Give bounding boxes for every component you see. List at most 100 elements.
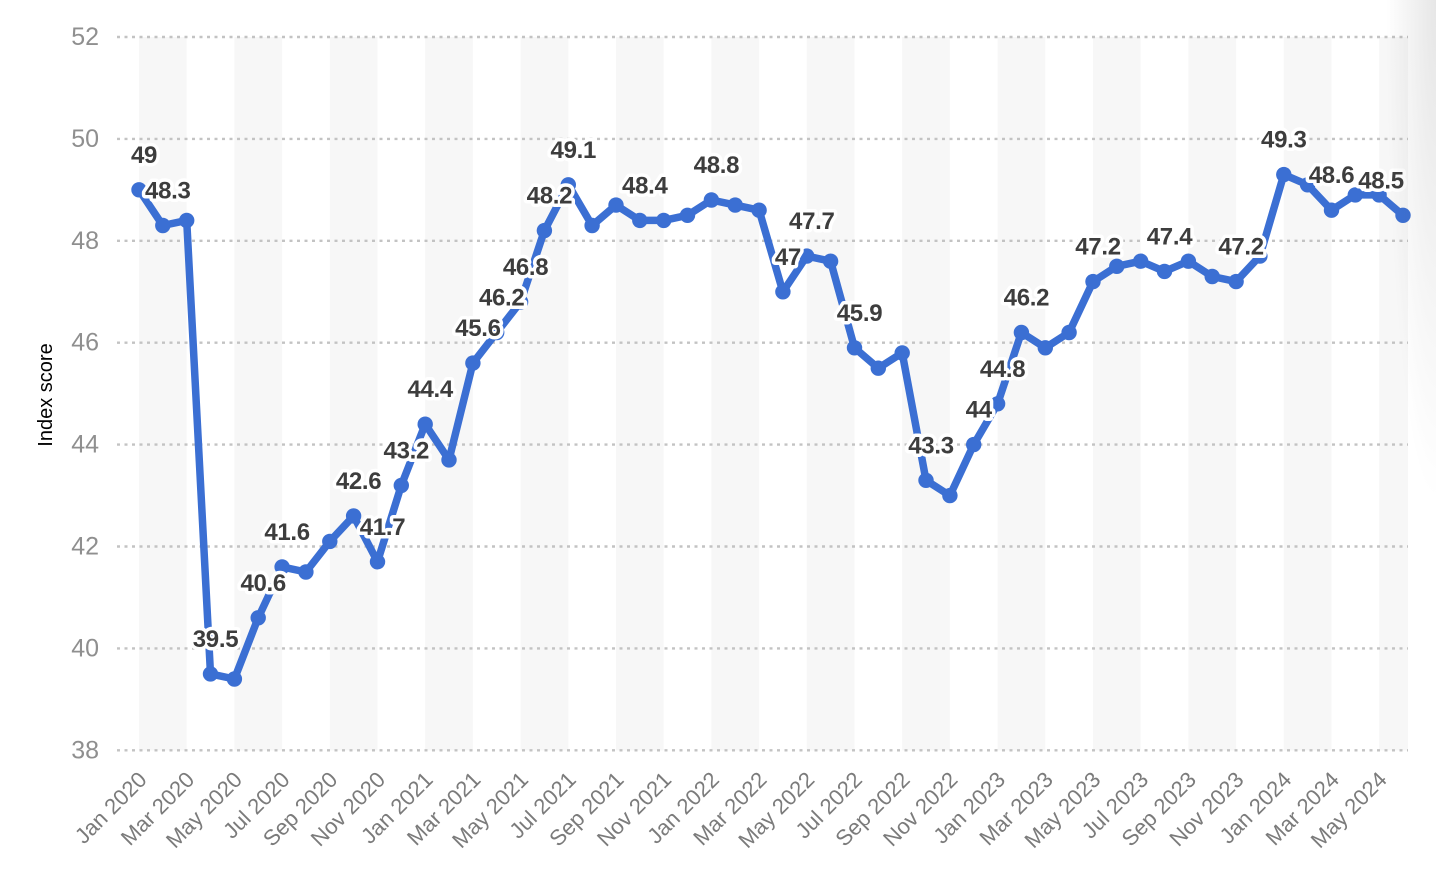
data-point-label: 44	[966, 397, 993, 424]
data-point	[560, 177, 576, 193]
data-point	[846, 340, 863, 356]
data-point	[727, 197, 743, 213]
data-point	[1085, 273, 1101, 290]
data-point	[1061, 324, 1077, 341]
data-point	[870, 360, 886, 376]
y-axis-tick-label: 52	[71, 23, 99, 51]
data-point	[298, 564, 314, 580]
data-point	[393, 477, 409, 494]
data-point	[989, 396, 1006, 412]
data-point-label: 48.8	[694, 152, 740, 179]
data-point	[751, 202, 767, 218]
data-point	[202, 666, 219, 682]
data-point	[226, 671, 243, 687]
data-point-label: 48.5	[1358, 167, 1404, 194]
data-point-label: 49.3	[1261, 127, 1307, 154]
data-point	[1323, 202, 1340, 218]
data-point	[775, 284, 791, 300]
data-point	[131, 182, 147, 198]
data-point	[369, 554, 386, 570]
data-point	[274, 559, 290, 575]
data-point-label: 49.1	[551, 137, 597, 164]
data-point-label: 43.3	[908, 432, 954, 459]
background-band	[234, 37, 283, 751]
data-point	[1109, 258, 1125, 274]
data-point	[1133, 253, 1149, 269]
data-point	[584, 217, 600, 234]
data-point-labels: 49 48.3 39.5 40.6 41.6 42.6 41.7 43.2 44.4 45.6 46…	[127, 123, 1407, 656]
y-axis-tick-label: 40	[71, 634, 99, 662]
data-point	[1228, 273, 1244, 290]
data-point	[1013, 324, 1030, 341]
data-point	[417, 416, 433, 432]
data-point	[1156, 263, 1173, 280]
series-line	[131, 166, 1411, 687]
data-point	[1395, 207, 1411, 223]
data-point-label: 48.6	[1309, 162, 1355, 189]
data-point	[1347, 187, 1364, 203]
data-point-label: 45.9	[837, 300, 883, 327]
gridlines	[117, 35, 1408, 752]
data-point-label: 46.2	[1004, 285, 1050, 312]
data-point-label: 43.2	[384, 437, 430, 464]
data-point-label: 47.4	[1147, 223, 1193, 250]
data-point-label: 44.8	[980, 356, 1026, 383]
y-axis-tick-label: 42	[71, 533, 99, 561]
data-point	[942, 487, 958, 504]
data-point	[608, 197, 624, 213]
data-point	[1204, 268, 1220, 285]
y-axis-title: Index score	[35, 343, 57, 446]
background-band	[1188, 37, 1237, 751]
data-point-label: 48.4	[622, 172, 668, 199]
background-band	[329, 37, 378, 751]
data-point	[1276, 166, 1292, 183]
data-point-label: 49	[131, 142, 157, 169]
data-point-label: 47.2	[1218, 234, 1264, 261]
data-point-label: 46.8	[503, 254, 549, 281]
data-point-label: 41.7	[360, 514, 406, 541]
background-band	[997, 37, 1046, 751]
background-band	[139, 37, 187, 751]
background-band	[711, 37, 760, 751]
data-point	[918, 472, 934, 488]
data-point	[441, 452, 457, 468]
data-point	[1037, 340, 1054, 356]
data-point	[345, 508, 362, 524]
data-point-label: 44.4	[407, 376, 453, 403]
data-point	[679, 207, 696, 223]
data-point-label: 47.2	[1075, 234, 1121, 261]
background-bands	[139, 37, 1408, 751]
data-point	[1252, 248, 1268, 264]
data-point	[894, 345, 910, 361]
data-point	[250, 610, 266, 626]
background-band	[1283, 37, 1332, 751]
background-band	[520, 37, 569, 751]
data-point	[1299, 177, 1316, 193]
data-point	[656, 212, 672, 229]
background-band	[1092, 37, 1141, 751]
data-point	[632, 212, 648, 229]
data-point	[966, 436, 982, 453]
data-point	[822, 253, 839, 269]
data-point-label: 41.6	[264, 519, 310, 546]
background-band	[1379, 37, 1408, 751]
y-axis-tick-label: 46	[71, 329, 99, 357]
background-band	[806, 37, 855, 751]
data-point-label: 40.6	[240, 570, 286, 597]
data-point-label: 45.6	[455, 315, 501, 342]
y-axis-tick-label: 50	[71, 125, 99, 153]
data-point	[799, 248, 815, 264]
data-point-label: 42.6	[336, 468, 382, 495]
background-band	[615, 37, 664, 751]
y-axis-tick-label: 44	[71, 431, 99, 459]
y-axis-tick-labels: 52 50 48 46 44 42 40 38	[71, 23, 99, 764]
data-point	[155, 217, 171, 234]
y-axis-tick-label: 48	[71, 227, 99, 255]
data-point	[1371, 187, 1387, 203]
data-point	[1180, 253, 1197, 269]
y-axis-tick-label: 38	[71, 736, 99, 764]
data-point	[512, 294, 529, 310]
